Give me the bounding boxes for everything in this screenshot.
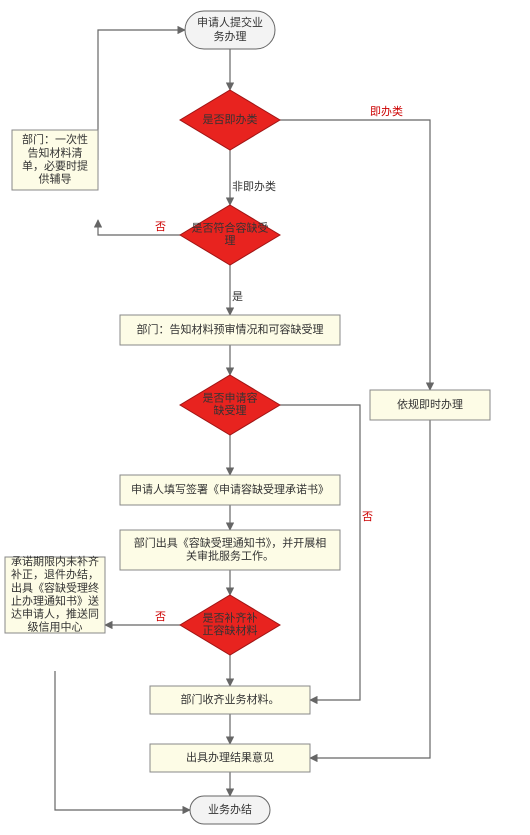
svg-text:务办理: 务办理 xyxy=(214,30,247,43)
edge-label-8: 否 xyxy=(362,511,373,523)
svg-text:是否即办类: 是否即办类 xyxy=(203,112,258,126)
svg-text:缺受理: 缺受理 xyxy=(214,403,247,417)
svg-text:依规即时办理: 依规即时办理 xyxy=(397,397,463,411)
edge-2 xyxy=(280,120,430,390)
node-end: 业务办结 xyxy=(190,796,270,824)
node-d3: 是否申请容缺受理 xyxy=(180,375,280,435)
svg-text:业务办结: 业务办结 xyxy=(208,803,252,816)
edge-label-4: 否 xyxy=(155,221,166,233)
edge-label-1: 非即办类 xyxy=(232,179,276,193)
svg-text:申请人提交业: 申请人提交业 xyxy=(197,15,263,29)
svg-text:补正，退件办结，: 补正，退件办结， xyxy=(11,568,99,581)
edge-15 xyxy=(310,420,430,758)
svg-text:出具办理结果意见: 出具办理结果意见 xyxy=(186,750,274,764)
node-p_notice: 部门出具《容缺受理通知书》，并开展相关审批服务工作。 xyxy=(120,530,340,570)
flowchart: 非即办类即办类是否否否申请人提交业务办理是否即办类部门：一次性告知材料清单，必要… xyxy=(0,0,530,835)
svg-text:是否符合容缺受: 是否符合容缺受 xyxy=(192,221,269,235)
edge-label-3: 是 xyxy=(232,290,243,303)
node-start: 申请人提交业务办理 xyxy=(185,11,275,49)
svg-text:出具《容缺受理终: 出具《容缺受理终 xyxy=(11,580,99,594)
node-d1: 是否即办类 xyxy=(180,90,280,150)
svg-text:止办理通知书》送: 止办理通知书》送 xyxy=(11,593,99,607)
node-p_inform: 部门：告知材料预审情况和可容缺受理 xyxy=(120,315,340,345)
node-p_collect: 部门收齐业务材料。 xyxy=(150,686,310,714)
svg-text:达申请人，推送同: 达申请人，推送同 xyxy=(11,607,99,621)
svg-text:部门出具《容缺受理通知书》，并开展相: 部门出具《容缺受理通知书》，并开展相 xyxy=(134,535,327,549)
node-p_terminate: 承诺期限内未补齐补正，退件办结，出具《容缺受理终止办理通知书》送达申请人，推送同… xyxy=(5,554,105,634)
svg-text:部门：告知材料预审情况和可容缺受理: 部门：告知材料预审情况和可容缺受理 xyxy=(137,322,324,336)
node-p_result: 出具办理结果意见 xyxy=(150,744,310,772)
svg-text:单，必要时提: 单，必要时提 xyxy=(22,159,88,172)
svg-text:是否申请容: 是否申请容 xyxy=(203,391,258,405)
node-p_immed: 依规即时办理 xyxy=(370,390,490,420)
svg-text:承诺期限内未补齐: 承诺期限内未补齐 xyxy=(11,554,99,568)
svg-text:部门收齐业务材料。: 部门收齐业务材料。 xyxy=(181,692,280,706)
edge-label-12: 否 xyxy=(155,611,166,623)
svg-text:关审批服务工作。: 关审批服务工作。 xyxy=(186,548,274,562)
node-p_guide: 部门：一次性告知材料清单，必要时提供辅导 xyxy=(12,130,98,190)
svg-text:理: 理 xyxy=(225,234,236,247)
node-d2: 是否符合容缺受理 xyxy=(180,205,280,265)
svg-text:告知材料清: 告知材料清 xyxy=(28,145,83,159)
svg-text:供辅导: 供辅导 xyxy=(39,172,72,186)
node-d4: 是否补齐补正容缺材料 xyxy=(180,595,280,655)
svg-text:级信用中心: 级信用中心 xyxy=(28,621,83,634)
svg-text:申请人填写签署《申请容缺受理承诺书》: 申请人填写签署《申请容缺受理承诺书》 xyxy=(131,482,329,496)
nodes-layer: 申请人提交业务办理是否即办类部门：一次性告知材料清单，必要时提供辅导是否符合容缺… xyxy=(5,11,490,824)
svg-text:是否补齐补: 是否补齐补 xyxy=(203,611,258,625)
edge-4 xyxy=(98,220,180,235)
edge-label-2: 即办类 xyxy=(370,104,403,118)
svg-text:正容缺材料: 正容缺材料 xyxy=(203,623,258,637)
edge-5 xyxy=(98,30,185,160)
svg-text:部门：一次性: 部门：一次性 xyxy=(22,132,88,146)
node-p_commit: 申请人填写签署《申请容缺受理承诺书》 xyxy=(120,475,340,505)
